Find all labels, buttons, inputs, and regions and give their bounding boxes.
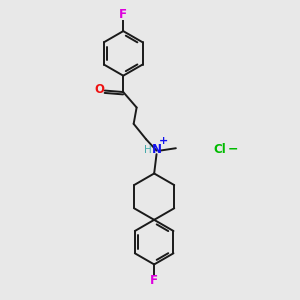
Text: F: F [119, 8, 127, 21]
Text: F: F [150, 274, 158, 287]
Text: +: + [159, 136, 169, 146]
Text: −: − [227, 142, 238, 156]
Text: N: N [152, 142, 162, 156]
Text: H: H [144, 145, 152, 155]
Text: O: O [94, 83, 104, 96]
Text: Cl: Cl [214, 142, 226, 156]
